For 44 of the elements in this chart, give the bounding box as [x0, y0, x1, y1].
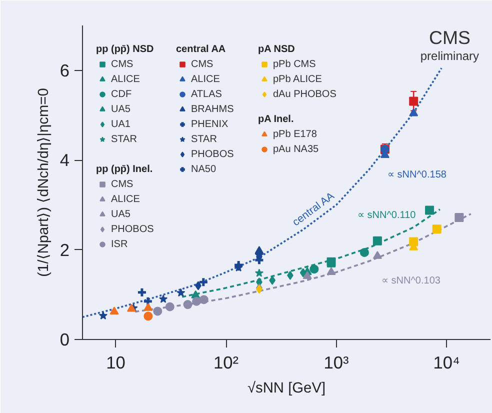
legend-label: CMS	[191, 58, 214, 70]
y-tick-label: 6	[60, 60, 70, 80]
legend-label: PHOBOS	[191, 148, 234, 160]
annotation: ∝ sNN^0.110	[358, 210, 416, 222]
legend-label: ALICE	[191, 73, 220, 85]
annotation: pp (pp̄) Inel.	[96, 164, 154, 175]
legend-label: STAR	[111, 133, 137, 145]
annotation: preliminary	[420, 49, 480, 64]
legend-label: PHENIX	[191, 118, 228, 130]
legend-label: NA50	[191, 163, 216, 175]
legend-label: ATLAS	[191, 88, 222, 100]
annotation: ∝ sNN^0.158	[388, 170, 447, 181]
legend-label: CDF	[111, 88, 132, 100]
legend-label: pPb CMS	[273, 58, 316, 70]
legend-label: UA5	[111, 208, 131, 220]
legend-label: PHOBOS	[111, 223, 154, 235]
legend-label: CMS	[111, 178, 134, 190]
legend-label: ALICE	[111, 73, 140, 85]
annotation: CMS	[428, 27, 470, 48]
y-tick-label: 4	[60, 150, 70, 170]
y-axis-title: (1/⟨Npart⟩) ⟨dNch/dη⟩|ηcm=0	[36, 88, 52, 277]
annotation: ∝ sNN^0.103	[382, 276, 441, 286]
legend-label: UA5	[111, 103, 131, 115]
legend-label: pPb ALICE	[273, 73, 322, 85]
x-axis-title: √sNN [GeV]	[247, 380, 326, 396]
legend-label: STAR	[191, 133, 217, 145]
legend-label: BRAHMS	[191, 103, 234, 115]
legend-label: pPb E178	[273, 128, 317, 140]
legend-label: ISR	[111, 238, 129, 250]
x-tick-label: 10⁴	[433, 352, 460, 372]
legend-label: pAu NA35	[273, 143, 319, 155]
annotation: pA Inel.	[258, 114, 295, 125]
legend-label: UA1	[111, 118, 131, 130]
x-tick-label: 10²	[213, 352, 239, 372]
y-tick-label: 0	[60, 330, 70, 350]
annotation: pp (pp̄) NSD	[96, 44, 154, 55]
legend-label: CMS	[111, 58, 134, 70]
x-tick-label: 10³	[324, 352, 350, 372]
legend-label: dAu PHOBOS	[273, 88, 336, 100]
legend-label: ALICE	[111, 193, 140, 205]
x-tick-label: 10	[106, 352, 126, 372]
annotation: central AA	[176, 44, 227, 55]
y-tick-label: 2	[60, 240, 70, 260]
annotation: pA NSD	[258, 44, 296, 55]
